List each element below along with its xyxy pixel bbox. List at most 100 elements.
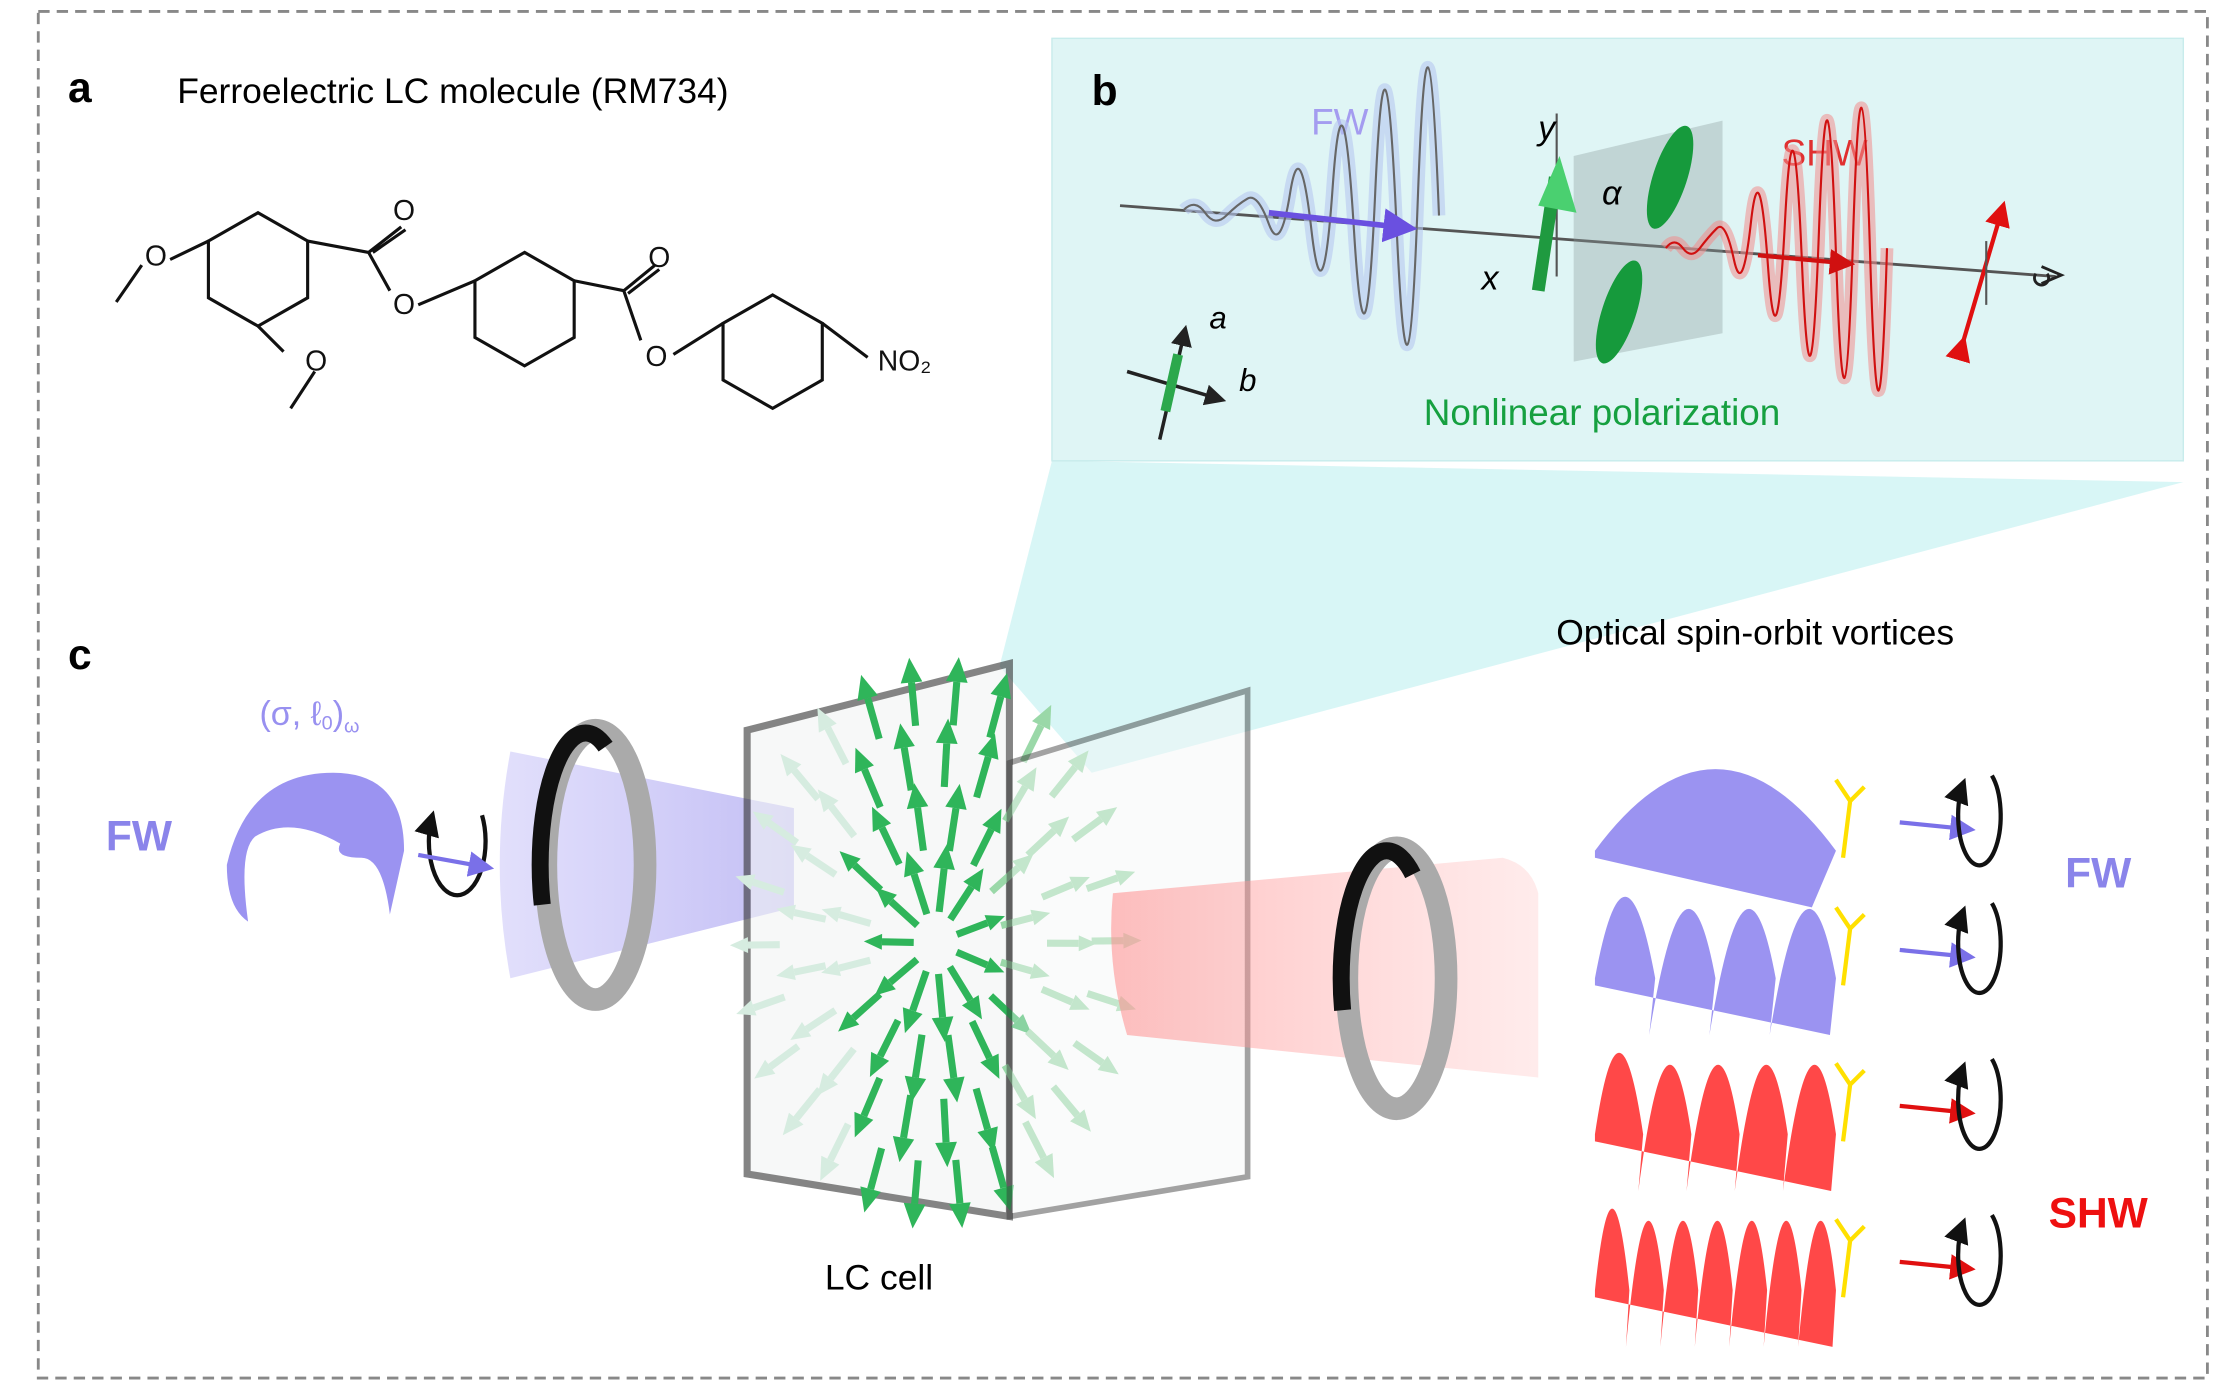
panel-label: a — [68, 64, 92, 112]
lens-rim — [531, 724, 640, 1006]
director-shaft — [955, 919, 989, 938]
director-shaft — [860, 1076, 884, 1118]
director-head — [1032, 704, 1052, 730]
director-head — [821, 960, 842, 977]
director-head — [1097, 1055, 1119, 1075]
director-shaft — [887, 956, 920, 986]
phase-marker — [1834, 1218, 1866, 1298]
director-shaft — [1048, 764, 1078, 799]
director-head — [872, 806, 892, 833]
director-head — [1067, 750, 1089, 774]
director-head — [1114, 870, 1136, 886]
director-shaft — [999, 958, 1033, 975]
beam-label-main: (σ, ℓ — [259, 695, 321, 733]
spin-arrow — [414, 810, 488, 898]
phase-marker — [1834, 778, 1866, 859]
director-head — [817, 707, 837, 733]
director-shaft — [955, 948, 989, 969]
atom-label: O — [645, 341, 667, 373]
lobe — [1595, 260, 1643, 364]
axis-label: x — [1480, 260, 1500, 298]
director-head — [903, 1202, 926, 1229]
director-shaft — [1025, 827, 1057, 858]
director-shaft — [900, 1094, 915, 1139]
director-head — [782, 1112, 804, 1136]
director-shaft — [934, 973, 947, 1018]
director-head — [875, 887, 897, 909]
beam-label-sub: 0 — [322, 713, 333, 735]
beam-arrow — [417, 851, 495, 877]
director-head — [1030, 909, 1051, 926]
director-head — [900, 657, 923, 684]
director-head — [945, 657, 968, 683]
director-head — [893, 723, 915, 750]
director-head — [857, 674, 878, 702]
director-shaft — [751, 878, 786, 896]
director-shaft — [1000, 914, 1034, 929]
director-shaft — [827, 1046, 857, 1081]
director-head — [790, 1022, 812, 1040]
director-shaft — [1022, 1120, 1047, 1160]
director-shaft — [952, 1159, 964, 1204]
atom-label: O — [305, 345, 327, 377]
director-head — [776, 904, 796, 921]
director-head — [977, 1126, 998, 1153]
director-head — [963, 868, 984, 893]
director-shaft — [861, 768, 884, 809]
output-polarization — [1945, 200, 2010, 364]
director-shaft — [1040, 881, 1074, 901]
director-head — [984, 915, 1005, 931]
director-head — [935, 1141, 957, 1168]
output-vortices — [1594, 769, 2003, 1347]
director-shaft — [838, 956, 872, 972]
caption: Nonlinear polarization — [1424, 392, 1781, 433]
director-shaft — [824, 726, 850, 766]
shw-arrow — [1757, 249, 1856, 275]
director-head — [817, 789, 839, 813]
director-head — [945, 783, 967, 810]
director-shaft — [935, 868, 948, 913]
lc-director-field — [729, 657, 1142, 1229]
director-head — [863, 933, 883, 950]
spin-arrow — [1944, 902, 2003, 995]
spin-arrow — [1944, 1058, 2003, 1151]
phase-marker — [1834, 906, 1866, 986]
director-shaft — [768, 1043, 801, 1070]
director-head — [1029, 963, 1050, 979]
director-shaft — [805, 852, 838, 878]
director-head — [943, 1076, 965, 1103]
director-head — [854, 1111, 874, 1138]
cell-label: LC cell — [825, 1258, 933, 1298]
director-shaft — [944, 1034, 958, 1079]
fw-arrow — [1268, 208, 1418, 243]
director-head — [729, 937, 749, 953]
director-head — [860, 1186, 881, 1213]
director-head — [776, 964, 796, 981]
optical-axis — [1119, 204, 2056, 278]
director-head — [933, 844, 955, 871]
director-shaft — [909, 970, 930, 1012]
director-shaft — [970, 827, 995, 867]
zoom-cone — [999, 460, 2184, 773]
lobe — [1646, 125, 1694, 229]
director-head — [904, 851, 925, 878]
director-head — [780, 753, 802, 777]
director-shaft — [793, 962, 827, 976]
director-shaft — [766, 819, 800, 846]
ring — [721, 293, 824, 411]
director-shaft — [804, 1007, 838, 1033]
director-shaft — [947, 884, 975, 922]
director-head — [1016, 1094, 1036, 1120]
director-shaft — [838, 911, 872, 927]
director-head — [839, 851, 861, 872]
director-head — [754, 1059, 776, 1079]
director-head — [982, 808, 1002, 834]
director-head — [838, 1011, 860, 1032]
bond — [114, 225, 869, 410]
director-shaft — [911, 1160, 922, 1205]
director-shaft — [1001, 1063, 1028, 1102]
lens-rim — [1332, 842, 1441, 1115]
director-shaft — [752, 993, 786, 1012]
atom-label: O — [145, 241, 167, 273]
director-shaft — [908, 682, 920, 727]
